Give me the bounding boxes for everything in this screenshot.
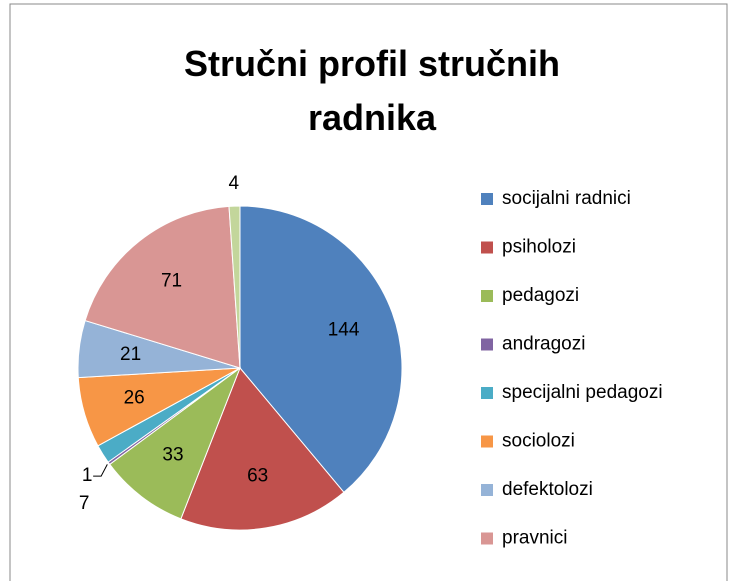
legend-swatch: [481, 435, 493, 448]
frame: [9, 3, 728, 581]
leader-line: [93, 464, 108, 477]
data-label: 1: [82, 465, 93, 486]
pie-slice: [228, 205, 241, 369]
pie-slice: [180, 367, 345, 531]
data-label: 4: [228, 173, 239, 194]
legend-swatch: [481, 290, 493, 302]
legend-label: andragozi: [502, 334, 585, 355]
data-label: 144: [328, 319, 360, 340]
legend-swatch: [481, 484, 493, 496]
data-label: 33: [162, 444, 183, 465]
title-line: Stručni profil stručnih: [184, 43, 560, 84]
legend-label: psiholozi: [502, 237, 576, 258]
pie-slice: [239, 205, 403, 493]
data-label: 71: [161, 271, 182, 292]
legend-label: pedagozi: [502, 285, 579, 306]
legend-label: specijalni pedagozi: [502, 382, 663, 403]
chart-title: Stručni profil stručnih radnika: [184, 43, 560, 138]
legend-swatch: [481, 241, 493, 254]
legend-swatch: [481, 338, 493, 351]
data-label: 26: [124, 387, 145, 408]
title-line: radnika: [308, 97, 437, 138]
data-label: 21: [120, 344, 141, 365]
data-label: 63: [247, 466, 268, 487]
pie-slice: [84, 205, 241, 369]
legend-label: pravnici: [502, 528, 567, 549]
legend-swatch: [481, 193, 493, 205]
legend-label: defektolozi: [502, 479, 593, 500]
pie-slice: [109, 366, 242, 520]
legend-swatch: [481, 532, 493, 545]
legend-label: socijalni radnici: [502, 188, 631, 209]
legend-label: sociolozi: [502, 431, 575, 452]
data-label: 7: [79, 493, 90, 514]
legend-swatch: [481, 387, 493, 399]
